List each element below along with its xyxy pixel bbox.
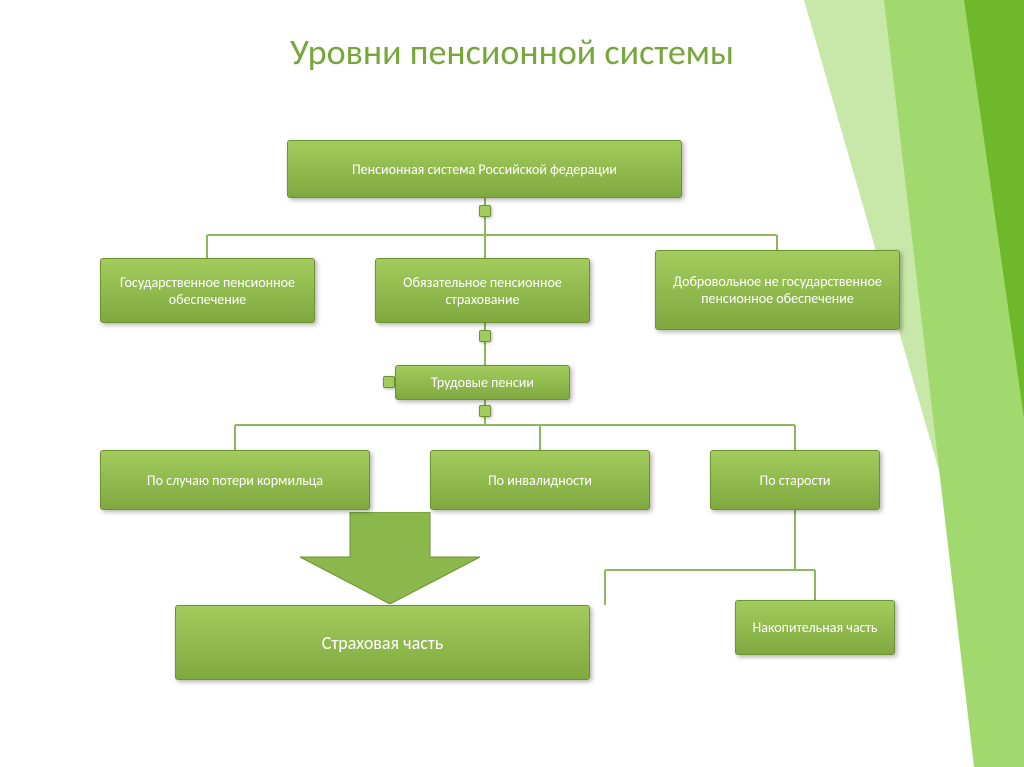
large-arrow	[300, 512, 480, 604]
node-state-pension: Государственное пенсионное обеспечение	[100, 258, 315, 323]
connector-dot	[479, 205, 491, 217]
node-voluntary-pension: Добровольное не государственное пенсионн…	[655, 250, 900, 330]
node-survivor: По случаю потери кормильца	[100, 450, 370, 510]
connector-dot	[383, 376, 395, 388]
node-labor-pensions: Трудовые пенсии	[395, 365, 570, 400]
slide-title: Уровни пенсионной системы	[0, 0, 1024, 74]
node-disability: По инвалидности	[430, 450, 650, 510]
org-chart: Пенсионная система Российской федерации …	[0, 100, 1024, 767]
node-funded-part: Накопительная часть	[735, 600, 895, 655]
node-mandatory-insurance: Обязательное пенсионное страхование	[375, 258, 590, 323]
connector-dot	[479, 330, 491, 342]
node-insurance-part: Страховая часть	[175, 605, 590, 680]
node-root: Пенсионная система Российской федерации	[287, 140, 682, 198]
connector-dot	[479, 405, 491, 417]
node-old-age: По старости	[710, 450, 880, 510]
